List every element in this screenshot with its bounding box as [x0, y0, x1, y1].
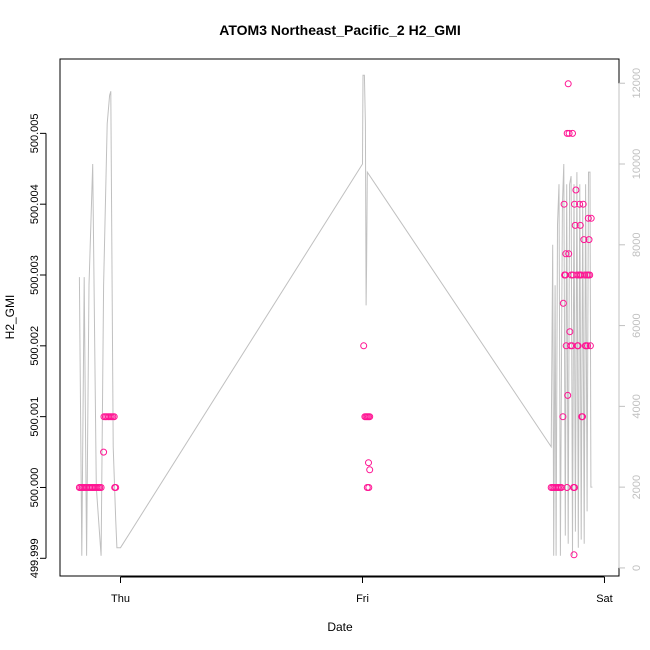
data-point	[559, 299, 567, 307]
data-point	[573, 271, 581, 279]
data-point	[112, 484, 120, 491]
data-point	[576, 200, 584, 208]
data-point	[584, 342, 591, 350]
data-point	[571, 221, 579, 229]
data-point	[571, 484, 578, 491]
data-point	[564, 391, 572, 399]
y-axis-right: 0 2000 4000 6000 8000 10000 12000	[618, 68, 643, 571]
data-point	[365, 459, 372, 467]
data-point	[585, 236, 593, 244]
y-tick-label: 500.005	[29, 114, 41, 154]
y-tick-label: 500.000	[29, 468, 41, 508]
y2-tick-label: 6000	[631, 313, 643, 337]
altitude-line	[78, 74, 593, 556]
data-point	[565, 250, 573, 258]
y-tick-label: 500.004	[29, 184, 41, 224]
data-point	[562, 271, 569, 279]
data-point	[580, 236, 588, 244]
data-point	[566, 328, 574, 336]
data-point	[564, 80, 572, 88]
plot-frame	[59, 58, 620, 577]
data-point	[559, 413, 567, 421]
chart-title: ATOM3 Northeast_Pacific_2 H2_GMI	[219, 22, 460, 38]
y-tick-label: 499.999	[29, 538, 41, 578]
y-axis-left: 499.999 500.000 500.001 500.002 500.003 500.0…	[29, 114, 47, 578]
y2-tick-label: 8000	[631, 233, 643, 257]
data-point	[576, 271, 584, 279]
y-axis-label: H2_GMI	[3, 295, 17, 340]
data-point	[574, 342, 582, 350]
data-point	[366, 413, 374, 421]
x-axis: Thu Fri Sat	[111, 576, 613, 605]
data-point	[360, 342, 368, 350]
y2-tick-label: 12000	[631, 68, 643, 99]
data-point	[100, 448, 108, 456]
x-axis-label: Date	[327, 620, 353, 634]
data-point	[587, 214, 595, 222]
data-point	[365, 484, 373, 491]
y2-tick-label: 0	[631, 565, 643, 571]
data-point	[586, 342, 594, 350]
data-point	[581, 271, 589, 279]
data-point	[366, 466, 374, 474]
data-point	[570, 551, 578, 559]
data-point	[560, 200, 568, 208]
data-point	[584, 214, 592, 222]
data-point	[576, 221, 584, 229]
data-point	[572, 186, 580, 194]
data-point	[569, 271, 577, 279]
y-tick-label: 500.002	[29, 326, 41, 366]
y-tick-label: 500.003	[29, 255, 41, 295]
data-point	[97, 484, 105, 491]
y2-tick-label: 10000	[631, 149, 643, 180]
data-point	[579, 200, 587, 208]
data-point	[565, 129, 573, 137]
data-point	[562, 250, 570, 258]
x-tick-label: Sat	[596, 593, 613, 605]
series-layer	[75, 74, 595, 559]
data-point	[584, 271, 592, 279]
y2-tick-label: 4000	[631, 394, 643, 418]
data-point	[569, 129, 576, 137]
data-point	[110, 413, 118, 421]
data-point	[563, 129, 571, 137]
x-tick-label: Thu	[111, 593, 130, 605]
x-tick-label: Fri	[356, 593, 369, 605]
data-point	[571, 200, 578, 208]
data-point	[579, 413, 586, 421]
y2-tick-label: 2000	[631, 475, 643, 499]
y-tick-label: 500.001	[29, 397, 41, 437]
